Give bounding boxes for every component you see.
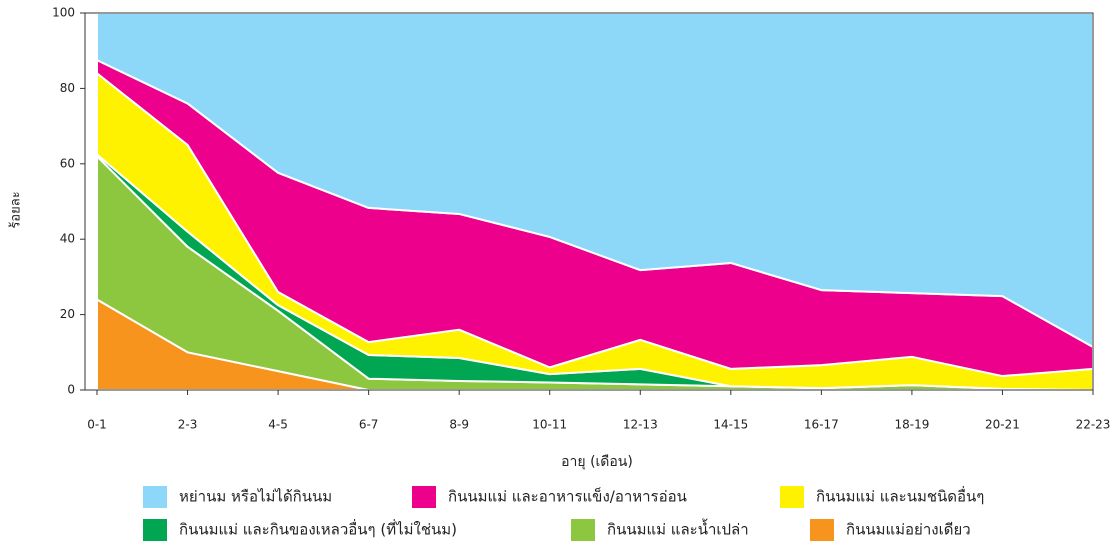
y-tick-label: 80 [60, 81, 75, 95]
y-tick-label: 60 [60, 156, 75, 170]
legend-swatch [810, 519, 834, 541]
y-tick-label: 100 [52, 6, 75, 20]
y-tick-label: 20 [60, 307, 75, 321]
x-tick-label: 2-3 [178, 418, 198, 432]
x-tick-label: 10-11 [532, 418, 567, 432]
y-tick-label: 0 [67, 383, 75, 397]
legend-swatch [412, 486, 436, 508]
x-tick-label: 12-13 [623, 418, 658, 432]
y-tick-label: 40 [60, 232, 75, 246]
legend-label: กินนมแม่ และนมชนิดอื่นๆ [816, 486, 984, 506]
legend-label: กินนมแม่อย่างเดียว [846, 521, 971, 539]
axis-frame [85, 12, 1094, 390]
x-tick-label: 20-21 [985, 418, 1020, 432]
legend-swatch [571, 519, 595, 541]
legend-swatch [143, 486, 167, 508]
x-tick-label: 22-23 [1076, 418, 1111, 432]
legend-label: หย่านม หรือไม่ได้กินนม [179, 488, 332, 506]
legend-label: กินนมแม่ และกินของเหลวอื่นๆ (ที่ไม่ใช่นม… [179, 519, 457, 539]
legend-label: กินนมแม่ และอาหารแข็ง/อาหารอ่อน [448, 487, 687, 506]
x-tick-label: 16-17 [804, 418, 839, 432]
x-tick-label: 8-9 [449, 418, 469, 432]
x-tick-label: 4-5 [268, 418, 288, 432]
x-axis-label: อายุ (เดือน) [561, 454, 633, 470]
x-tick-label: 14-15 [713, 418, 748, 432]
y-axis-label: ร้อยละ [9, 191, 24, 228]
x-tick-label: 18-19 [894, 418, 929, 432]
x-tick-label: 6-7 [359, 418, 379, 432]
legend-swatch [143, 519, 167, 541]
x-tick-label: 0-1 [87, 418, 107, 432]
legend-label: กินนมแม่ และน้ำเปล่า [607, 519, 749, 539]
legend-swatch [780, 486, 804, 508]
